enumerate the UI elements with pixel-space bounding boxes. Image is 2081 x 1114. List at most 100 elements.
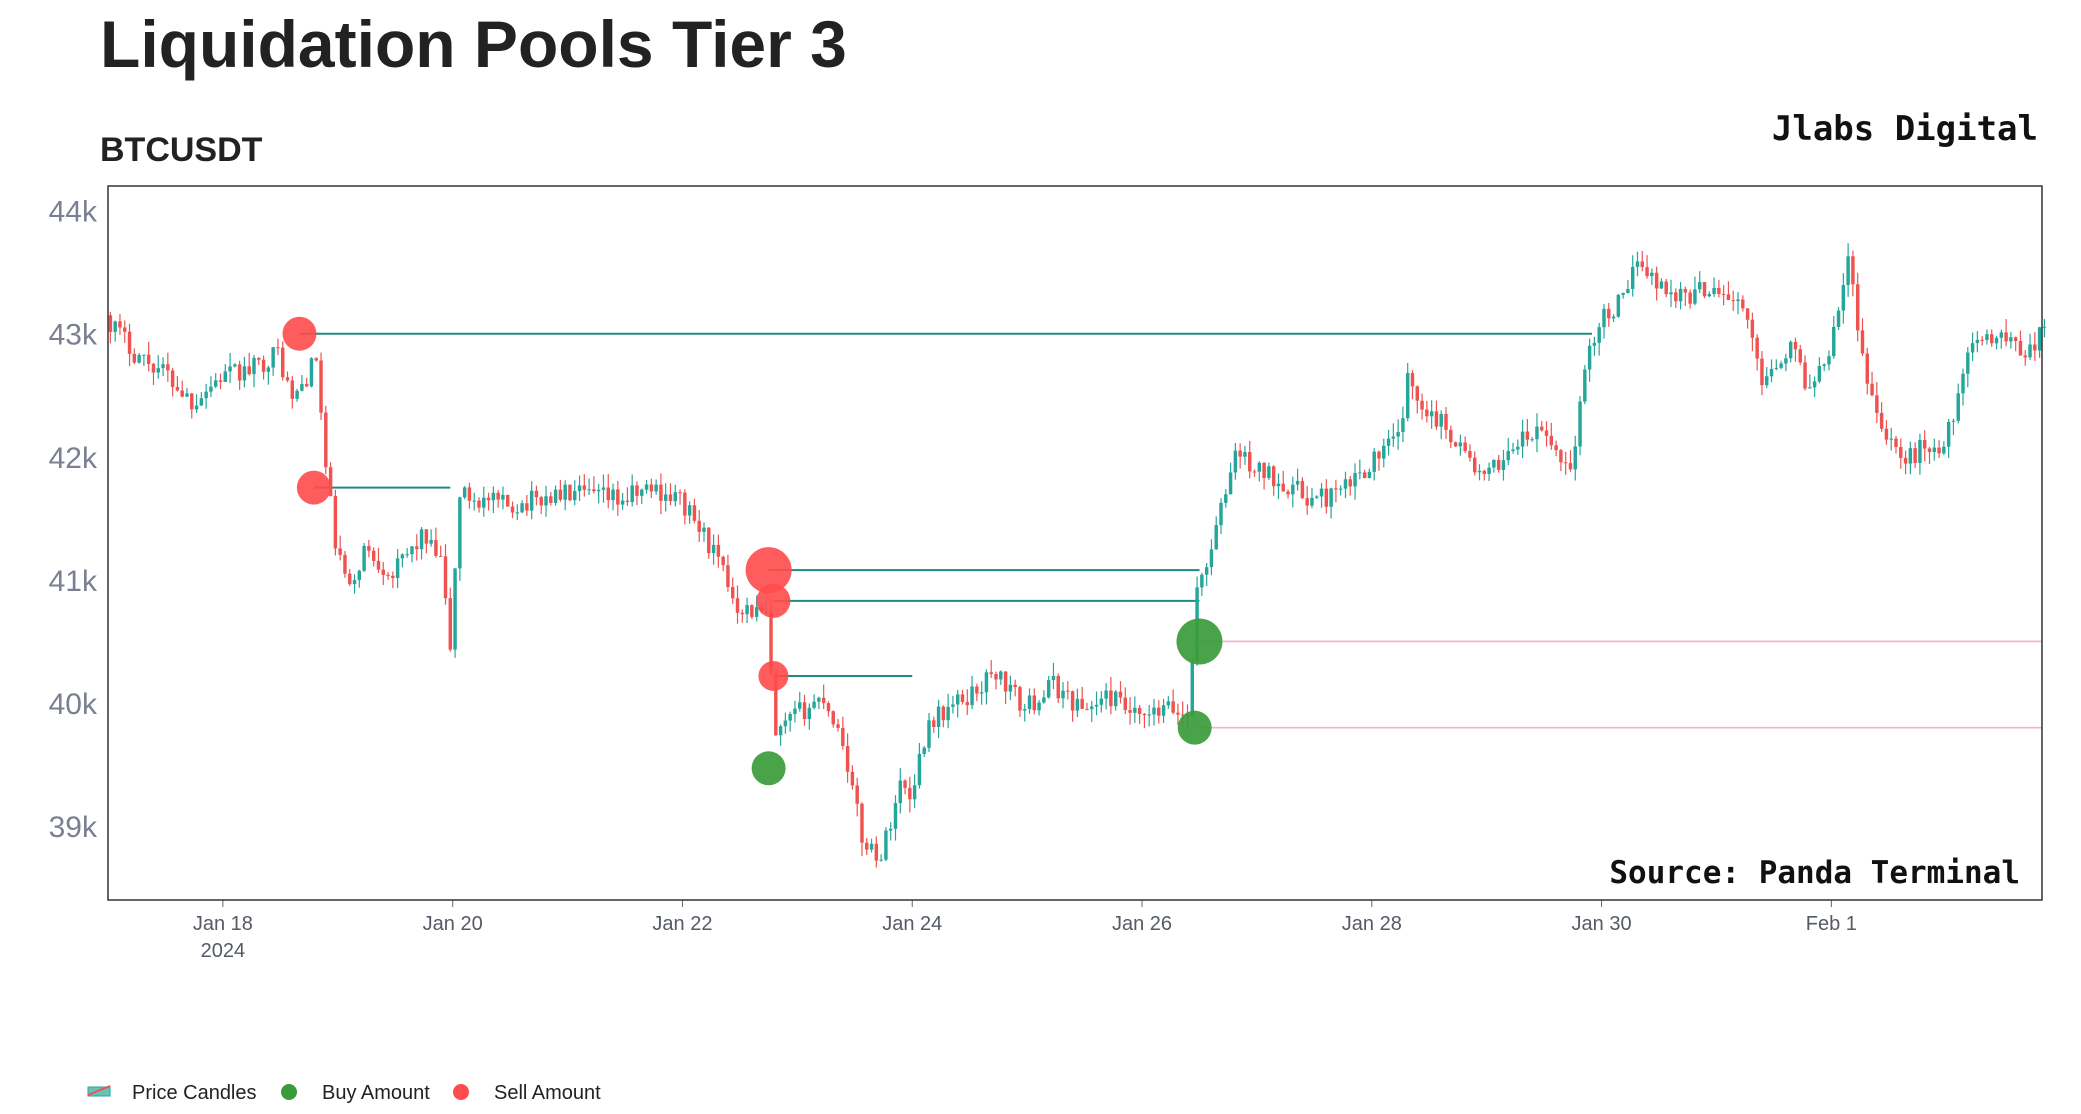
candle-body	[1171, 701, 1175, 713]
candle-body	[1133, 707, 1137, 713]
candle-body	[845, 745, 850, 772]
candle-body	[1291, 484, 1295, 495]
candle-body	[630, 485, 634, 503]
candle-body	[1559, 450, 1563, 463]
candle-body	[1180, 714, 1185, 716]
candle-body	[1152, 707, 1156, 715]
candle-body	[587, 489, 591, 491]
candle-body	[180, 390, 184, 397]
candle-body	[1702, 282, 1707, 297]
candle-body	[2033, 344, 2037, 351]
candle-body	[1659, 281, 1664, 289]
candle-body	[1621, 292, 1625, 295]
candle-body	[142, 354, 146, 356]
candle-body	[352, 580, 357, 585]
candle-body	[1410, 373, 1415, 387]
candle-body	[1367, 471, 1372, 479]
candle-body	[1578, 401, 1582, 447]
candle-body	[558, 489, 563, 500]
candle-body	[1736, 299, 1740, 302]
candle-body	[888, 828, 893, 831]
candle-body	[1721, 294, 1726, 296]
plot-area	[108, 243, 2047, 868]
candle-body	[984, 672, 989, 693]
candle-body	[1358, 472, 1362, 474]
candle-body	[520, 503, 524, 513]
y-tick-label: 42k	[49, 442, 98, 475]
candle-body	[314, 358, 318, 361]
candle-body	[1463, 442, 1467, 452]
candle-body	[668, 494, 673, 502]
candle-body	[1166, 701, 1171, 706]
candle-body	[1908, 448, 1913, 464]
y-tick-label: 43k	[49, 319, 98, 352]
candle-body	[113, 321, 117, 332]
candle-body	[860, 803, 864, 843]
y-tick-label: 39k	[49, 811, 98, 844]
candle-body	[2037, 327, 2042, 351]
candle-body	[2004, 332, 2008, 342]
candle-body	[898, 780, 902, 804]
candle-body	[1487, 467, 1491, 474]
candle-body	[544, 496, 548, 506]
candle-body	[965, 701, 970, 706]
candle-body	[1396, 432, 1400, 437]
candle-body	[702, 527, 706, 532]
candle-body	[190, 393, 194, 410]
candle-body	[529, 490, 534, 511]
candle-body	[175, 386, 180, 391]
candle-body	[266, 367, 271, 372]
x-tick-label: Jan 22	[652, 913, 712, 935]
candle-body	[788, 713, 792, 721]
candle-body	[812, 701, 816, 708]
candle-body	[1128, 710, 1132, 713]
candle-body	[1377, 451, 1381, 459]
candle-body	[1975, 339, 1980, 344]
candle-body	[1961, 373, 1965, 394]
candle-body	[730, 586, 735, 599]
candle-body	[2042, 326, 2047, 328]
candle-body	[1990, 334, 1994, 344]
candle-body	[132, 353, 137, 363]
candle-body	[137, 354, 141, 363]
candle-body	[1267, 466, 1271, 478]
candle-body	[510, 506, 515, 513]
candle-body	[793, 708, 797, 714]
candle-body	[1587, 345, 1592, 370]
candle-body	[371, 550, 376, 561]
candle-body	[1827, 356, 1831, 365]
candle-body	[807, 707, 812, 720]
candle-body	[1113, 691, 1118, 707]
candle-body	[769, 611, 773, 674]
candle-body	[1841, 285, 1846, 311]
x-axis: Jan 18 2024 Jan 20 Jan 22 Jan 24 Jan 26 Jan 28…	[193, 900, 1857, 962]
candle-body	[501, 494, 505, 500]
candle-body	[1678, 288, 1683, 302]
candle-body	[1204, 567, 1209, 575]
candle-body	[1214, 525, 1218, 550]
candle-body	[424, 529, 429, 544]
candle-body	[146, 354, 151, 364]
candle-body	[338, 548, 342, 555]
candle-body	[625, 500, 630, 503]
candle-body	[1013, 684, 1017, 688]
candle-body	[204, 391, 208, 399]
candle-body	[1372, 451, 1376, 472]
candle-body	[319, 360, 323, 413]
candle-body	[1592, 342, 1597, 346]
candle-body	[534, 490, 539, 498]
candle-body	[1233, 450, 1238, 473]
candle-body	[1238, 450, 1242, 457]
candle-body	[678, 492, 682, 494]
candle-body	[821, 697, 826, 704]
candle-body	[209, 386, 213, 392]
candle-body	[1046, 680, 1051, 698]
candle-body	[1305, 498, 1309, 506]
candle-body	[391, 575, 395, 579]
candle-body	[850, 771, 855, 786]
candle-body	[386, 574, 390, 576]
sell-pool-marker	[756, 583, 791, 618]
candle-body	[1276, 483, 1281, 487]
candle-body	[1458, 442, 1463, 447]
candle-body	[817, 697, 821, 702]
